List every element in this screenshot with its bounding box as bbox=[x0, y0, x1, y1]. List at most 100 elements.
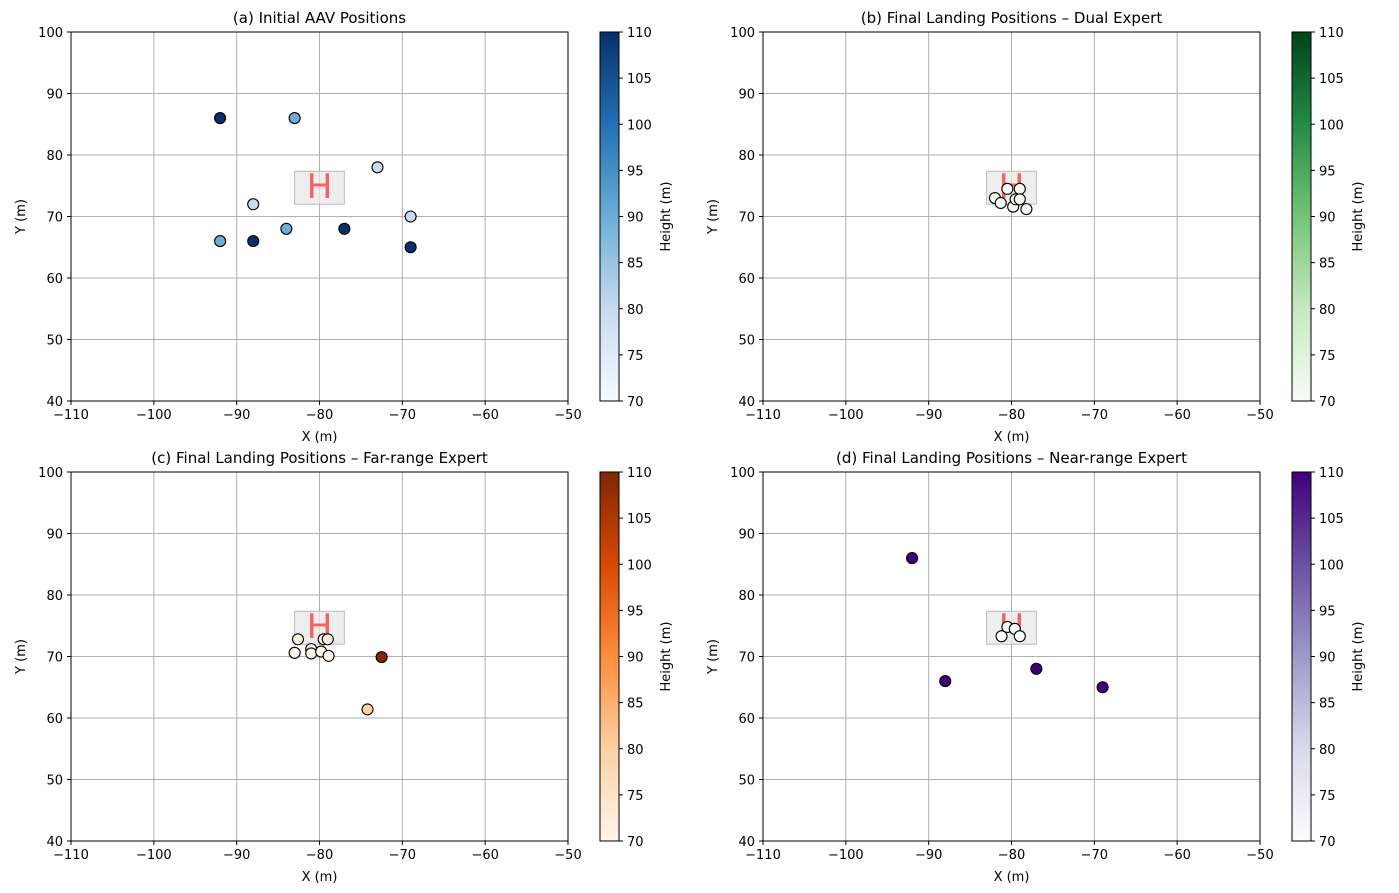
y-tick-label: 40 bbox=[46, 835, 63, 850]
x-tick-label: −100 bbox=[136, 848, 172, 863]
scatter-point bbox=[1013, 182, 1026, 195]
subplot-title: (a) Initial AAV Positions bbox=[233, 9, 406, 27]
subplot-title: (b) Final Landing Positions – Dual Exper… bbox=[861, 9, 1163, 27]
y-tick-label: 40 bbox=[738, 395, 755, 410]
y-tick-label: 40 bbox=[738, 835, 755, 850]
scatter-point bbox=[1030, 662, 1043, 675]
x-axis-label: X (m) bbox=[302, 430, 338, 445]
colorbar-tick-label: 85 bbox=[627, 257, 644, 272]
x-tick-label: −50 bbox=[1246, 848, 1273, 863]
scatter-point bbox=[939, 675, 952, 688]
x-tick-label: −80 bbox=[306, 408, 333, 423]
colorbar-tick-label: 75 bbox=[627, 789, 644, 804]
colorbar-tick-label: 95 bbox=[1319, 604, 1336, 619]
colorbar-tick-label: 100 bbox=[1319, 558, 1344, 573]
scatter-point bbox=[305, 647, 318, 660]
y-tick-label: 100 bbox=[38, 466, 63, 481]
colorbar-tick-label: 70 bbox=[627, 835, 644, 850]
x-tick-label: −100 bbox=[136, 408, 172, 423]
scatter-point bbox=[288, 646, 301, 659]
y-tick-label: 70 bbox=[46, 211, 63, 226]
x-tick-label: −60 bbox=[471, 848, 498, 863]
scatter-point bbox=[322, 649, 335, 662]
scatter-point bbox=[1001, 182, 1014, 195]
colorbar-label: Height (m) bbox=[1351, 182, 1366, 252]
subplot-title: (d) Final Landing Positions – Near-range… bbox=[836, 449, 1187, 467]
y-tick-label: 90 bbox=[46, 528, 63, 543]
x-tick-label: −50 bbox=[1246, 408, 1273, 423]
colorbar-tick-label: 110 bbox=[1319, 26, 1344, 41]
scatter-point bbox=[371, 161, 384, 174]
colorbar-label: Height (m) bbox=[659, 622, 674, 692]
scatter-point bbox=[1020, 203, 1033, 216]
x-tick-label: −70 bbox=[389, 848, 416, 863]
colorbar-tick-label: 75 bbox=[1319, 349, 1336, 364]
x-tick-label: −80 bbox=[998, 848, 1025, 863]
scatter-point bbox=[288, 112, 301, 125]
y-tick-label: 100 bbox=[730, 466, 755, 481]
subplot-4: H−110−100−90−80−70−60−50405060708090100(… bbox=[706, 449, 1366, 885]
scatter-point bbox=[404, 210, 417, 223]
colorbar bbox=[1291, 471, 1312, 842]
colorbar-tick-label: 105 bbox=[627, 72, 652, 87]
colorbar-tick-label: 95 bbox=[627, 164, 644, 179]
y-axis-label: Y (m) bbox=[14, 639, 29, 675]
colorbar-tick-label: 100 bbox=[627, 118, 652, 133]
colorbar-tick-label: 90 bbox=[1319, 211, 1336, 226]
subplot-title: (c) Final Landing Positions – Far-range … bbox=[151, 449, 488, 467]
y-tick-label: 80 bbox=[738, 149, 755, 164]
scatter-point bbox=[280, 222, 293, 235]
scatter-point bbox=[994, 196, 1007, 210]
y-tick-label: 40 bbox=[46, 395, 63, 410]
scatter-point bbox=[247, 198, 260, 211]
y-tick-label: 60 bbox=[738, 272, 755, 287]
subplot-3: H−110 −100 −90 −80 −70 −60 −50405060708090100(… bbox=[14, 449, 674, 885]
colorbar-label: Height (m) bbox=[1351, 622, 1366, 692]
x-tick-label: −110 bbox=[745, 408, 781, 423]
colorbar-tick-label: 70 bbox=[1319, 835, 1336, 850]
scatter-point bbox=[291, 633, 305, 646]
colorbar-tick-label: 95 bbox=[1319, 164, 1336, 179]
y-tick-label: 100 bbox=[38, 26, 63, 41]
x-tick-label: −50 bbox=[554, 848, 581, 863]
colorbar-tick-label: 105 bbox=[1319, 72, 1344, 87]
y-tick-label: 80 bbox=[46, 149, 63, 164]
scatter-point bbox=[404, 241, 417, 254]
y-tick-label: 80 bbox=[738, 589, 755, 604]
colorbar-tick-label: 85 bbox=[627, 697, 644, 712]
y-tick-label: 90 bbox=[738, 88, 755, 103]
colorbar-tick-label: 75 bbox=[627, 349, 644, 364]
y-tick-label: 70 bbox=[738, 651, 755, 666]
colorbar-tick-label: 85 bbox=[1319, 257, 1336, 272]
x-tick-label: −110 bbox=[53, 408, 89, 423]
colorbar-label: Height (m) bbox=[659, 182, 674, 252]
colorbar-tick-label: 90 bbox=[627, 651, 644, 666]
colorbar bbox=[1291, 31, 1312, 402]
colorbar-tick-label: 95 bbox=[627, 604, 644, 619]
colorbar-tick-label: 75 bbox=[1319, 789, 1336, 804]
colorbar-tick-label: 110 bbox=[627, 26, 652, 41]
colorbar-tick-label: 100 bbox=[1319, 118, 1344, 133]
y-tick-label: 50 bbox=[46, 334, 63, 349]
x-tick-label: −100 bbox=[828, 408, 864, 423]
colorbar-tick-label: 100 bbox=[627, 558, 652, 573]
scatter-point bbox=[1013, 193, 1026, 206]
helipad-label: H bbox=[307, 167, 333, 207]
y-axis-label: Y (m) bbox=[706, 639, 721, 675]
x-tick-label: −110 bbox=[53, 848, 89, 863]
y-axis-label: Y (m) bbox=[706, 199, 721, 235]
x-tick-label: −70 bbox=[1081, 848, 1108, 863]
scatter-point bbox=[906, 552, 919, 565]
x-axis-label: X (m) bbox=[994, 870, 1030, 885]
scatter-point bbox=[1013, 630, 1026, 643]
colorbar-tick-label: 85 bbox=[1319, 697, 1336, 712]
helipad-box bbox=[294, 170, 345, 205]
colorbar-tick-label: 110 bbox=[1319, 466, 1344, 481]
x-axis-label: X (m) bbox=[302, 870, 338, 885]
scatter-point bbox=[338, 222, 351, 235]
colorbar-tick-label: 105 bbox=[627, 512, 652, 527]
x-tick-label: −60 bbox=[1163, 408, 1190, 423]
x-tick-label: −110 bbox=[745, 848, 781, 863]
colorbar-tick-label: 70 bbox=[1319, 395, 1336, 410]
subplot-2: H−110−100−90−80−70−60−50405060708090100(… bbox=[706, 9, 1366, 445]
